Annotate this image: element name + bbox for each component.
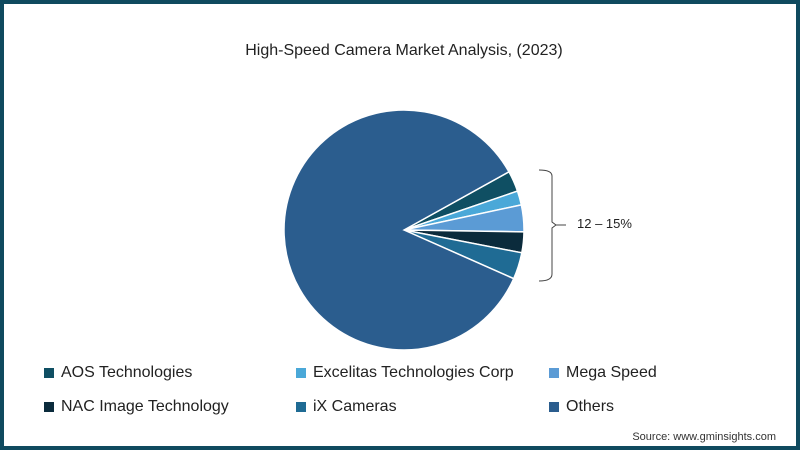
chart-title: High-Speed Camera Market Analysis, (2023… [245,42,563,59]
legend-label: iX Cameras [313,398,397,415]
legend-swatch [296,402,306,412]
pie-slices [283,109,525,351]
legend-item-mega-speed: Mega Speed [549,364,657,382]
pie-slice-others [283,109,515,351]
legend-swatch [44,402,54,412]
legend-label: Mega Speed [566,364,657,381]
legend-label: Excelitas Technologies Corp [313,364,514,381]
legend-swatch [549,402,559,412]
legend-label: AOS Technologies [61,364,193,381]
source-note: Source: www.gminsights.com [632,431,776,443]
legend-item-nac: NAC Image Technology [44,398,229,416]
bracket [538,169,566,282]
share-annotation: 12 – 15% [577,216,632,231]
legend-label: Others [566,398,615,415]
legend-item-aos: AOS Technologies [44,364,192,382]
legend-swatch [549,368,559,378]
legend-item-ix-cameras: iX Cameras [296,398,397,416]
legend-swatch [44,368,54,378]
pie-chart [283,109,566,351]
legend-item-excelitas: Excelitas Technologies Corp [296,364,514,382]
legend-item-others: Others [549,398,614,416]
legend-swatch [296,368,306,378]
legend-label: NAC Image Technology [61,398,229,415]
